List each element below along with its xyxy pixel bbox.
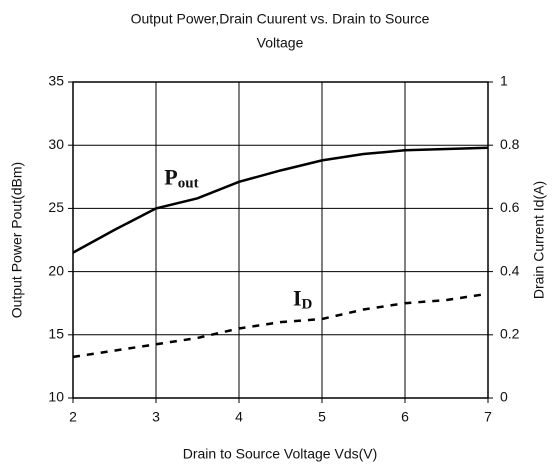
x-tick-label: 7 [484,409,492,425]
plot-frame [72,81,489,399]
x-tick-label: 2 [69,409,77,425]
x-tick-label: 6 [401,409,409,425]
y-tick-label: 25 [48,199,64,215]
x-tick-label: 4 [235,409,243,425]
data-line [72,292,489,359]
annotation-text: I [293,286,302,311]
y-tick-label: 15 [48,326,64,342]
y-tick-label: 35 [48,73,64,89]
y-axis-label: Output Power Pout(dBm) [9,162,25,318]
chart-title: Voltage [257,35,304,51]
y2-tick-label: 0.4 [500,262,520,278]
annotation-text: P [164,164,177,189]
y-tick-label: 10 [48,389,64,405]
annotation: Pout [164,164,198,191]
x-tick-label: 5 [318,409,326,425]
annotation-subscript: D [302,297,313,313]
y2-axis-label: Drain Current Id(A) [531,181,547,299]
y2-tick-label: 0 [500,389,508,405]
x-axis-label: Drain to Source Voltage Vds(V) [183,446,378,462]
annotation: ID [293,286,313,313]
annotation-subscript: out [178,176,199,192]
x-tick-label: 3 [152,409,160,425]
y2-tick-label: 1 [500,73,508,89]
y-tick-label: 20 [48,262,64,278]
data-line [72,146,489,254]
y2-tick-label: 0.8 [500,136,520,152]
y-tick-label: 30 [48,136,64,152]
chart-title: Output Power,Drain Cuurent vs. Drain to … [131,11,430,27]
y2-tick-label: 0.2 [500,326,520,342]
y2-tick-label: 0.6 [500,199,520,215]
